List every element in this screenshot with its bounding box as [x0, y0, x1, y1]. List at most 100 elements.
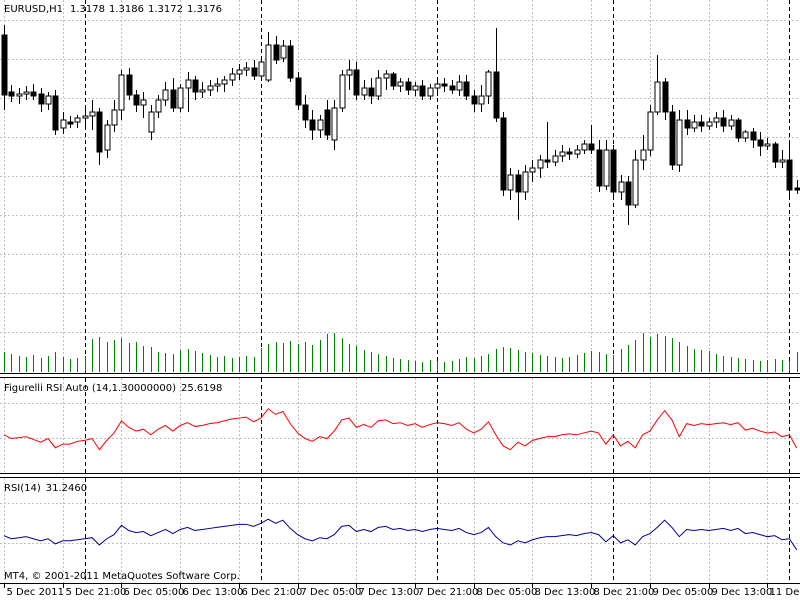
candle-body	[522, 171, 529, 193]
candle-body	[632, 159, 639, 206]
x-tick-label: 8 Dec 13:00	[535, 587, 596, 598]
candle-body	[669, 111, 676, 166]
x-tick-label: 5 Dec 2011	[7, 587, 65, 598]
candle-body	[397, 81, 404, 87]
header-value: 1.3176	[187, 4, 222, 15]
text-layer: 5 Dec 2011 5 Dec 21:006 Dec 05:006 Dec 13…	[4, 4, 800, 598]
candle-body	[544, 159, 551, 163]
candle-body	[434, 83, 441, 89]
candle-body	[471, 95, 478, 105]
candle-body	[654, 81, 661, 113]
candle-body	[742, 131, 749, 139]
candle-body	[104, 124, 111, 151]
header-value: 1.3172	[148, 4, 183, 15]
candle-body	[463, 81, 470, 97]
candle-body	[177, 87, 184, 109]
candle-body	[302, 104, 309, 121]
candle-body	[89, 111, 96, 117]
candle-body	[706, 121, 713, 127]
candle-body	[485, 71, 492, 97]
candle-body	[96, 111, 103, 153]
candle-body	[317, 119, 324, 131]
candle-body	[529, 167, 536, 173]
candle-body	[170, 89, 177, 109]
candle-body	[236, 69, 243, 75]
candle-body	[148, 111, 155, 133]
candle-body	[625, 181, 632, 206]
candle-body	[794, 187, 800, 191]
candle-body	[346, 69, 353, 76]
copyright: MT4, © 2001-2011 MetaQuotes Software Cor…	[4, 571, 240, 582]
candle-body	[118, 74, 125, 111]
candle-body	[596, 149, 603, 187]
candle-body	[140, 99, 147, 106]
candle-body	[339, 74, 346, 109]
header-value: 1.3186	[109, 4, 144, 15]
x-tick-label: 9 Dec 05:00	[653, 587, 714, 598]
candle-body	[456, 81, 463, 91]
indicator-line	[3, 518, 798, 551]
candle-body	[764, 143, 771, 147]
candle-body	[713, 117, 720, 123]
candle-body	[258, 61, 265, 77]
candle-body	[23, 91, 30, 95]
candle-body	[552, 155, 559, 163]
candle-body	[295, 77, 302, 106]
x-tick-label: 5 Dec 21:00	[66, 587, 127, 598]
candle-body	[155, 99, 162, 113]
candle-body	[30, 91, 37, 97]
candle-body	[390, 73, 397, 87]
candle-body	[309, 119, 316, 131]
candle-body	[111, 109, 118, 126]
candle-body	[441, 83, 448, 87]
candle-body	[52, 95, 59, 131]
x-tick-label: 6 Dec 05:00	[124, 587, 185, 598]
candle-body	[574, 149, 581, 155]
candle-body	[515, 174, 522, 193]
candle-body	[419, 85, 426, 97]
candle-body	[735, 119, 742, 139]
x-tick-label: 11 Dec 21:00	[770, 587, 800, 598]
candle-body	[375, 77, 382, 97]
candle-body	[265, 44, 272, 81]
candle-body	[207, 85, 214, 91]
candle-body	[698, 121, 705, 127]
candle-body	[383, 73, 390, 79]
candle-body	[243, 67, 250, 71]
candle-body	[449, 85, 456, 91]
candle-body	[82, 115, 89, 119]
candle-body	[618, 181, 625, 193]
candle-body	[566, 151, 573, 155]
candle-body	[684, 119, 691, 129]
candle-body	[757, 139, 764, 147]
x-tick-label: 9 Dec 13:00	[712, 587, 773, 598]
candle-body	[38, 93, 45, 105]
candle-body	[229, 73, 236, 81]
candle-body	[647, 111, 654, 151]
candle-body	[251, 67, 258, 77]
indicator-value: 25.6198	[181, 383, 222, 394]
candle-body	[368, 87, 375, 97]
candle-body	[537, 159, 544, 169]
candle-body	[728, 119, 735, 127]
candle-body	[331, 107, 338, 141]
candle-body	[676, 119, 683, 166]
candle-body	[324, 109, 331, 136]
candle-body	[507, 174, 514, 191]
candle-body	[720, 117, 727, 127]
x-tick-label: 8 Dec 21:00	[594, 587, 655, 598]
candle-body	[691, 121, 698, 129]
indicator-value: 31.2460	[46, 483, 87, 494]
candle-body	[45, 95, 52, 105]
x-tick-label: 6 Dec 13:00	[183, 587, 244, 598]
candle-body	[133, 94, 140, 106]
candle-body	[353, 69, 360, 96]
indicator-line	[3, 408, 798, 451]
marks-layer	[1, 25, 800, 551]
candle-body	[1, 34, 8, 96]
candle-body	[16, 93, 23, 97]
candle-body	[405, 81, 412, 91]
candle-body	[588, 143, 595, 151]
